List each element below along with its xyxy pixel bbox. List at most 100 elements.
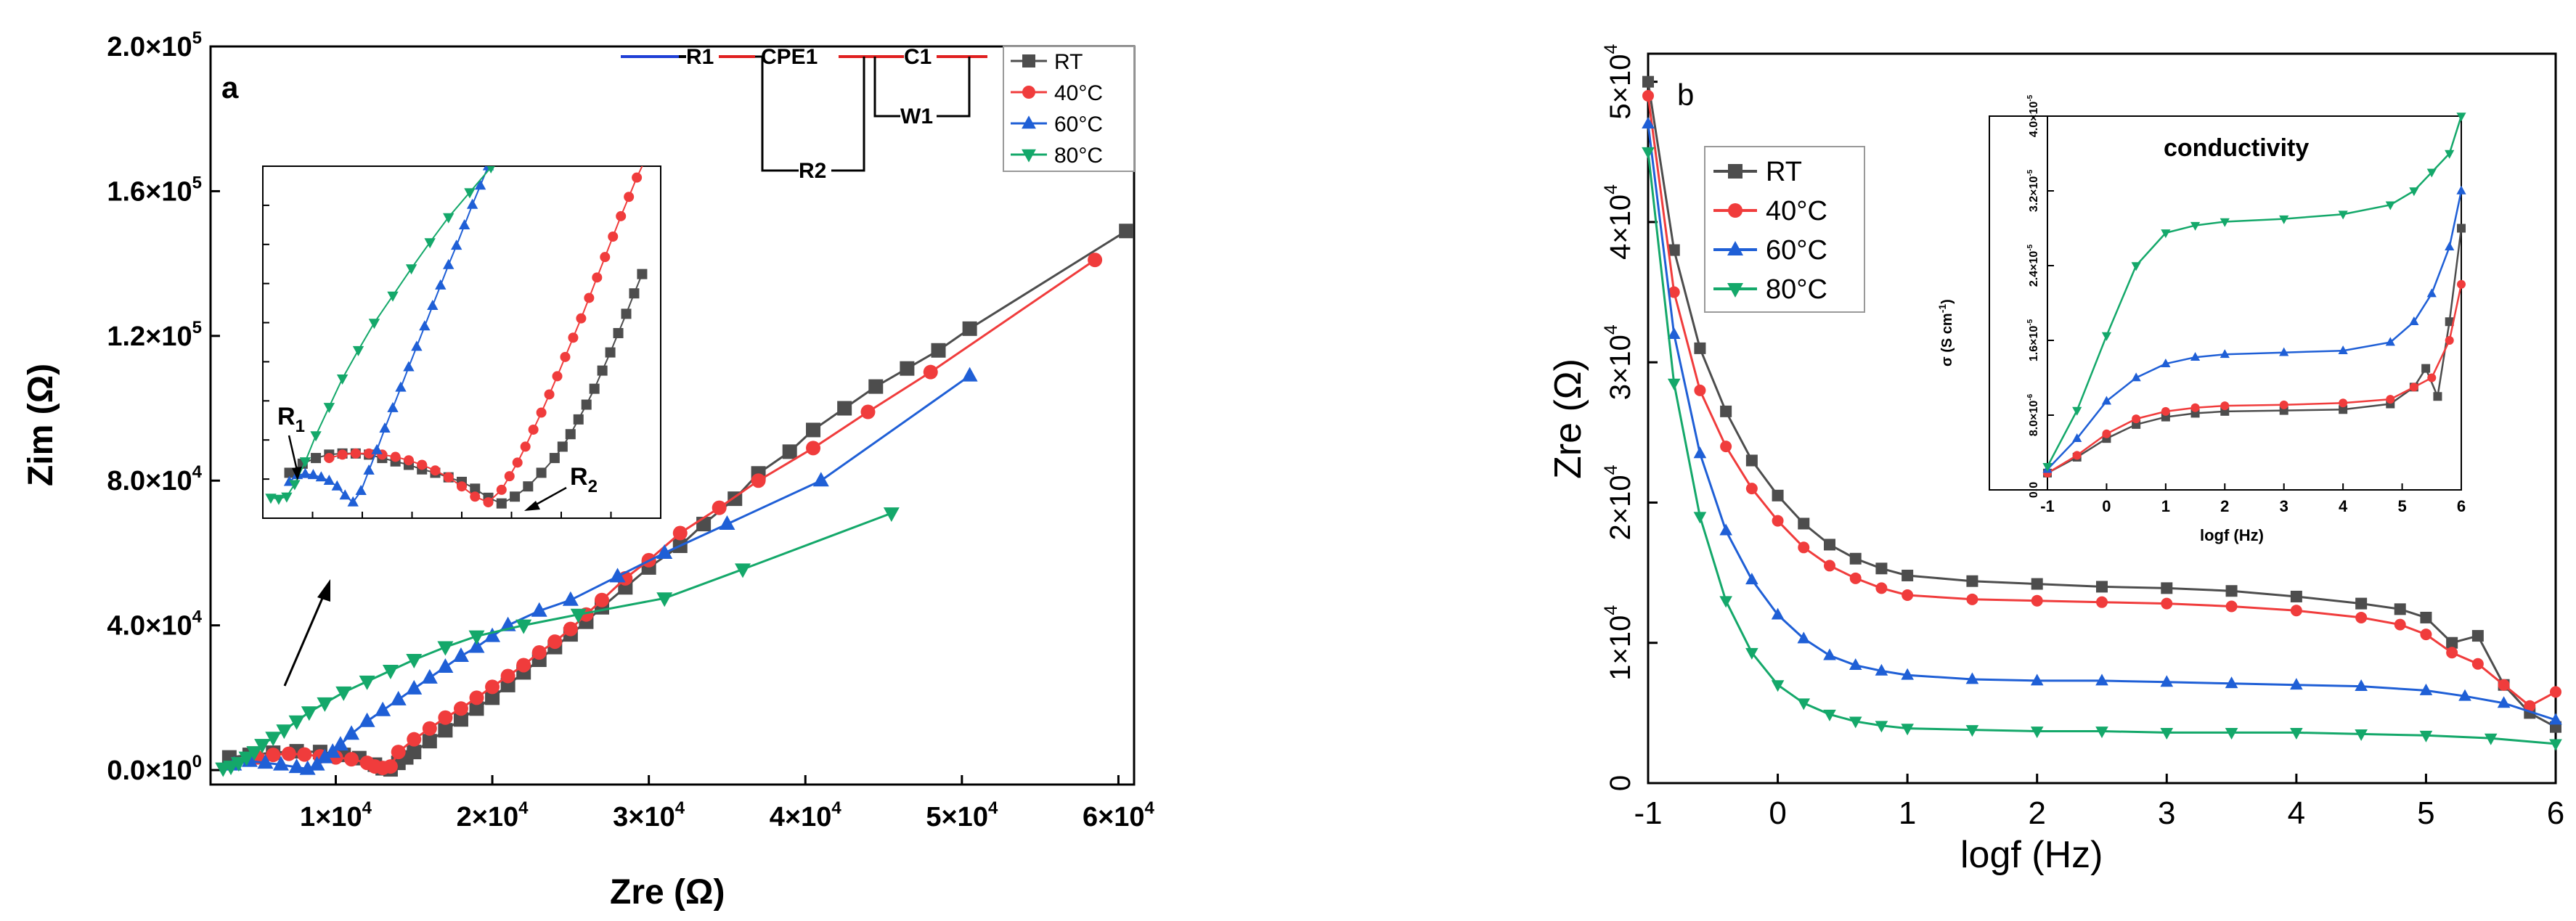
panel-b-point	[1797, 698, 1811, 711]
panel-b-point	[1824, 560, 1835, 572]
panel-a-inset-point	[507, 139, 518, 150]
panel-a-inset-series-2	[283, 166, 494, 507]
panel-b-point	[2225, 676, 2238, 689]
panel-b-inset-point	[2338, 345, 2348, 354]
circuit-r2-branch-right	[831, 57, 865, 172]
panel-a-point	[422, 721, 437, 736]
panel-b-point	[1798, 517, 1810, 530]
panel-b-point	[2031, 594, 2043, 607]
panel-a-point	[382, 664, 399, 679]
panel-b-inset-point	[2338, 210, 2348, 220]
panel-a-inset-frame	[262, 165, 661, 519]
panel-b-inset-point	[2072, 406, 2082, 416]
panel-b-inset-point	[2220, 401, 2230, 411]
panel-a-inset-point	[536, 407, 547, 418]
panel-a-inset-point	[457, 481, 467, 492]
circuit-c1: C1	[904, 45, 932, 69]
panel-b-ytick-label: 0	[1605, 775, 1637, 791]
panel-a-point	[246, 746, 263, 761]
panel-b-point	[2394, 603, 2406, 615]
panel-a-point	[516, 658, 531, 673]
panel-b-point	[2096, 581, 2108, 593]
panel-b-inset-point	[2426, 288, 2437, 298]
panel-a-point	[719, 515, 735, 531]
panel-b-inset-frame	[1989, 115, 2462, 491]
panel-b-inset-point	[2190, 351, 2201, 361]
panel-b-inset-xtick-label: 1	[2161, 497, 2170, 515]
panel-b-legend-entry: RT	[1713, 157, 1802, 187]
panel-b-point	[1824, 539, 1835, 551]
panel-b-inset-point	[2102, 429, 2111, 438]
panel-a-point	[500, 668, 515, 684]
panel-a-inset-point	[637, 269, 648, 279]
panel-b-point	[1745, 483, 1758, 495]
panel-b-inset-xtick-label: 3	[2280, 497, 2288, 515]
panel-b-point	[1772, 489, 1784, 502]
panel-b-point	[1875, 721, 1888, 733]
panel-a-inset-point	[435, 279, 447, 290]
panel-b-xtick-label: 2	[2028, 795, 2045, 831]
panel-a-legend-label: 60°C	[1054, 112, 1103, 136]
panel-b-inset-xtick-label: 5	[2397, 497, 2406, 515]
panel-a-point	[531, 645, 547, 660]
panel-a-inset-point	[512, 457, 523, 468]
panel-a-inset-point	[605, 347, 616, 358]
panel-b-legend-label: 80°C	[1766, 274, 1827, 305]
panel-b-ytick-label: 3×104	[1601, 324, 1637, 400]
panel-b-point	[2458, 689, 2471, 701]
panel-b-inset-ytick-label-group: 0.0	[2028, 482, 2040, 498]
panel-b-inset-point	[2427, 373, 2437, 382]
panel-b-point	[1667, 378, 1681, 390]
panel-b-point	[1849, 552, 1862, 565]
panel-a-inset-point	[581, 399, 592, 410]
panel-a-inset-point	[419, 320, 431, 331]
panel-a-inset-point	[573, 414, 584, 425]
panel-a-xtick-label: 2×104	[457, 798, 529, 832]
panel-a-inset-point	[430, 465, 441, 476]
panel-a-ytick-label: 2.0×105	[107, 28, 202, 62]
panel-a-inset-point	[474, 179, 486, 190]
panel-a-inset-point	[405, 264, 417, 275]
panel-a-point	[390, 690, 407, 705]
r2-annotation: R2	[570, 463, 598, 496]
panel-b-series-0	[1642, 75, 2561, 733]
panel-a-inset-point	[311, 453, 322, 464]
panel-a-inset-point	[584, 292, 595, 303]
panel-a-point	[297, 747, 312, 762]
panel-a-inset-point	[520, 441, 531, 452]
r1-annotation: R1	[277, 403, 305, 436]
panel-b-series-2	[1642, 117, 2562, 725]
panel-b-inset-point	[2072, 451, 2082, 460]
panel-a-ytick-label: 8.0×104	[107, 462, 202, 496]
panel-b-inset-point	[2131, 372, 2141, 382]
panel-b-point	[2290, 605, 2302, 617]
panel-a-point	[468, 638, 485, 653]
panel-a-ylabel: Zim (Ω)	[22, 364, 60, 486]
panel-a-inset-point	[458, 218, 470, 229]
panel-b-inset-point	[2426, 168, 2437, 178]
panel-b-point	[2419, 683, 2433, 695]
panel-b-point	[2095, 726, 2108, 739]
panel-a-inset-point	[337, 449, 348, 460]
panel-b-xtick-label: 3	[2158, 795, 2175, 831]
panel-b-point	[1772, 515, 1784, 527]
panel-a-xtick-label: 1×104	[300, 798, 372, 832]
inset-zoom-arrowhead	[317, 579, 330, 602]
panel-b-point	[1849, 572, 1862, 584]
panel-a-inset-point	[310, 431, 322, 442]
panel-a-point	[868, 379, 884, 394]
panel-a-inset-point	[549, 453, 560, 464]
panel-a-legend-marker	[1022, 54, 1035, 67]
panel-b-point	[1902, 589, 1914, 602]
panel-a-legend-label: RT	[1054, 50, 1083, 74]
panel-b-xtick-label: 0	[1769, 795, 1786, 831]
panel-a-point	[452, 647, 469, 663]
panel-b-point	[1642, 147, 1655, 159]
panel-a-point	[751, 473, 766, 488]
panel-b-xtick-label: -1	[1634, 795, 1662, 831]
panel-b-point	[2498, 679, 2510, 691]
panel-a-point	[562, 591, 579, 606]
panel-a-inset-point	[352, 345, 364, 356]
panel-a-point	[344, 752, 359, 767]
